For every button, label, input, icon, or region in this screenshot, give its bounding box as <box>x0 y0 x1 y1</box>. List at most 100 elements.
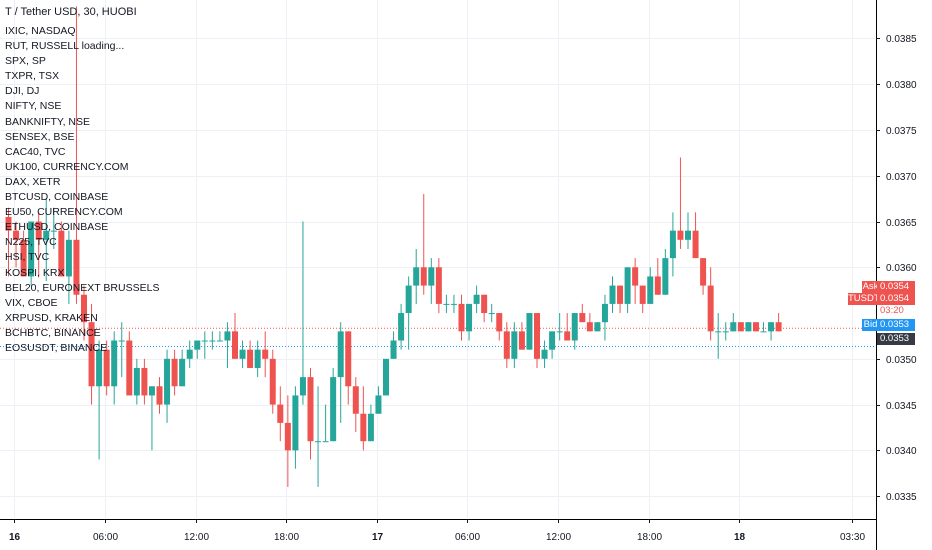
candle <box>624 267 631 314</box>
candle <box>745 322 752 332</box>
indicator-item[interactable]: NIFTY, NSE <box>5 100 62 113</box>
candle-body <box>586 322 593 332</box>
candle-body <box>43 230 50 240</box>
indicator-item[interactable]: ETHUSD, COINBASE <box>5 221 109 234</box>
candle <box>405 276 412 350</box>
candle <box>685 212 691 249</box>
candle-body <box>692 230 699 259</box>
candle <box>488 303 495 323</box>
candle-body <box>390 340 397 359</box>
candle <box>262 331 269 378</box>
candle-body <box>58 230 65 277</box>
indicator-item[interactable]: N225, TVC <box>5 236 57 249</box>
candle-body <box>488 313 495 315</box>
indicator-item[interactable]: IXIC, NASDAQ <box>5 25 76 37</box>
candle-body <box>654 276 661 295</box>
candle-body <box>126 340 133 396</box>
candle-body <box>624 267 631 304</box>
indicator-item[interactable]: KOSPI, KRX <box>5 266 65 279</box>
candle-body <box>383 358 389 396</box>
indicator-item[interactable]: RUT, RUSSELL loading... <box>5 40 125 53</box>
indicator-item[interactable]: TXPR, TSX <box>5 70 60 83</box>
candle <box>224 322 231 368</box>
candle-body <box>148 386 155 396</box>
candle <box>669 212 676 277</box>
candle <box>194 340 201 359</box>
candle <box>292 386 299 469</box>
candle <box>435 258 442 314</box>
candle <box>715 313 722 359</box>
candle <box>73 6 80 304</box>
candle-body <box>405 285 412 314</box>
candle <box>330 367 337 442</box>
candle-body <box>50 230 57 232</box>
symbol-title[interactable]: T / Tether USD, 30, HUOBI <box>5 6 137 18</box>
candle-body <box>352 386 359 414</box>
candle <box>428 258 435 304</box>
indicator-item[interactable]: XRPUSD, KRAKEN <box>5 311 98 324</box>
price-axis[interactable] <box>876 0 932 550</box>
time-tick-label: 12:00 <box>546 532 571 543</box>
candle-body <box>96 349 103 387</box>
indicator-item[interactable]: BANKNIFTY, NSE <box>5 115 90 128</box>
candle-body <box>549 331 556 350</box>
candle <box>601 294 608 341</box>
candle-body <box>375 395 382 414</box>
bar-countdown: 03:20 <box>877 305 915 317</box>
candle-body <box>556 331 563 333</box>
candle-body <box>201 340 208 342</box>
candle <box>768 322 775 341</box>
candle <box>654 258 661 295</box>
candle-body <box>277 404 284 423</box>
candle <box>511 322 518 368</box>
candle-body <box>700 258 707 286</box>
candle-body <box>398 313 405 341</box>
candle-body <box>443 303 450 305</box>
indicator-item[interactable]: SENSEX, BSE <box>5 130 75 143</box>
indicator-item[interactable]: DJI, DJ <box>5 85 40 98</box>
indicator-item[interactable]: DAX, XETR <box>5 175 61 188</box>
candle <box>579 303 586 323</box>
candle-body <box>768 322 775 332</box>
candle-body <box>511 331 518 359</box>
candle <box>398 303 405 350</box>
candle <box>534 313 540 368</box>
candle-body <box>216 340 223 342</box>
time-tick-label: 06:00 <box>455 532 480 543</box>
candle <box>458 294 465 341</box>
candle <box>345 331 352 405</box>
candle-body <box>133 367 140 396</box>
indicator-item[interactable]: BEL20, EURONEXT BRUSSELS <box>5 281 160 294</box>
candle <box>481 294 488 323</box>
indicator-item[interactable]: VIX, CBOE <box>5 296 58 309</box>
time-axis[interactable] <box>0 520 876 550</box>
candle <box>639 285 646 314</box>
indicator-item[interactable]: BTCUSD, COINBASE <box>5 191 109 204</box>
candle-body <box>503 331 510 359</box>
indicator-item[interactable]: EU50, CURRENCY.COM <box>5 206 123 219</box>
indicator-item[interactable]: CAC40, TVC <box>5 145 66 158</box>
candle <box>700 258 707 295</box>
price-tick-label: 0.0370 <box>886 172 917 183</box>
candle <box>375 386 382 414</box>
time-tick-label: 03:30 <box>840 532 865 543</box>
candle <box>617 285 624 314</box>
time-tick-label: 18:00 <box>637 532 662 543</box>
indicator-item[interactable]: SPX, SP <box>5 55 46 68</box>
indicator-item[interactable]: HSI, TVC <box>5 251 50 264</box>
candle-body <box>496 313 503 332</box>
candle <box>518 322 525 350</box>
indicator-item[interactable]: UK100, CURRENCY.COM <box>5 160 129 173</box>
candle <box>65 230 72 304</box>
candle-body <box>81 294 87 323</box>
candle <box>609 276 616 314</box>
price-tick-label: 0.0340 <box>886 446 917 457</box>
candle-body <box>647 276 654 304</box>
candle <box>752 322 759 332</box>
candle <box>96 340 103 460</box>
indicator-item[interactable]: BCHBTC, BINANCE <box>5 326 101 339</box>
indicator-item[interactable]: EOSUSDT, BINANCE <box>5 341 108 354</box>
candle <box>254 340 261 378</box>
